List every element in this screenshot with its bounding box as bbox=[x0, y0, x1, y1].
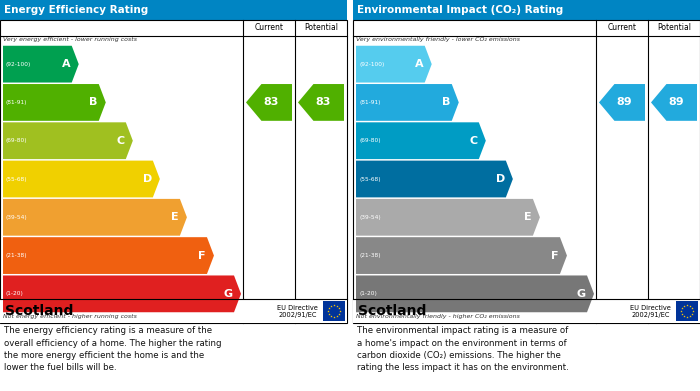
Text: Very environmentally friendly - lower CO₂ emissions: Very environmentally friendly - lower CO… bbox=[356, 37, 520, 42]
Text: 83: 83 bbox=[316, 97, 331, 108]
Text: (39-54): (39-54) bbox=[359, 215, 381, 220]
Polygon shape bbox=[356, 237, 567, 274]
Text: (55-68): (55-68) bbox=[6, 176, 27, 181]
Text: The environmental impact rating is a measure of
a home's impact on the environme: The environmental impact rating is a mea… bbox=[357, 326, 568, 373]
Text: Current: Current bbox=[608, 23, 636, 32]
Text: D: D bbox=[496, 174, 505, 184]
Text: C: C bbox=[470, 136, 478, 146]
Bar bbox=[353, 299, 700, 323]
Text: (21-38): (21-38) bbox=[6, 253, 27, 258]
Text: Potential: Potential bbox=[657, 23, 691, 32]
Bar bbox=[676, 301, 698, 321]
Text: Energy Efficiency Rating: Energy Efficiency Rating bbox=[4, 5, 148, 15]
Text: 89: 89 bbox=[617, 97, 632, 108]
Text: C: C bbox=[117, 136, 125, 146]
Text: Not environmentally friendly - higher CO₂ emissions: Not environmentally friendly - higher CO… bbox=[356, 314, 520, 319]
Text: EU Directive
2002/91/EC: EU Directive 2002/91/EC bbox=[630, 305, 671, 317]
Text: A: A bbox=[415, 59, 424, 69]
Polygon shape bbox=[3, 161, 160, 197]
Bar bbox=[0, 299, 347, 323]
Polygon shape bbox=[246, 84, 292, 121]
Text: Not energy efficient - higher running costs: Not energy efficient - higher running co… bbox=[3, 314, 137, 319]
Polygon shape bbox=[3, 46, 78, 83]
Text: 89: 89 bbox=[668, 97, 684, 108]
Text: (92-100): (92-100) bbox=[6, 62, 32, 66]
Text: (1-20): (1-20) bbox=[6, 291, 24, 296]
Text: (69-80): (69-80) bbox=[359, 138, 381, 143]
Polygon shape bbox=[356, 46, 432, 83]
Bar bbox=[323, 301, 345, 321]
Text: 83: 83 bbox=[264, 97, 279, 108]
Polygon shape bbox=[356, 199, 540, 236]
Polygon shape bbox=[356, 161, 513, 197]
Polygon shape bbox=[3, 276, 241, 312]
Text: (81-91): (81-91) bbox=[359, 100, 381, 105]
Polygon shape bbox=[298, 84, 344, 121]
Text: (21-38): (21-38) bbox=[359, 253, 381, 258]
Text: Environmental Impact (CO₂) Rating: Environmental Impact (CO₂) Rating bbox=[357, 5, 564, 15]
Text: Very energy efficient - lower running costs: Very energy efficient - lower running co… bbox=[3, 37, 137, 42]
Bar bbox=[0, 0, 347, 20]
Text: Current: Current bbox=[255, 23, 284, 32]
Polygon shape bbox=[599, 84, 645, 121]
Text: Scotland: Scotland bbox=[358, 304, 426, 318]
Polygon shape bbox=[3, 84, 106, 121]
Polygon shape bbox=[3, 237, 214, 274]
Text: F: F bbox=[552, 251, 559, 260]
Text: Potential: Potential bbox=[304, 23, 338, 32]
Text: B: B bbox=[442, 97, 451, 108]
Text: (1-20): (1-20) bbox=[359, 291, 377, 296]
Text: The energy efficiency rating is a measure of the
overall efficiency of a home. T: The energy efficiency rating is a measur… bbox=[4, 326, 221, 373]
Text: A: A bbox=[62, 59, 71, 69]
Bar bbox=[0, 20, 347, 323]
Text: (55-68): (55-68) bbox=[359, 176, 381, 181]
Text: Scotland: Scotland bbox=[5, 304, 74, 318]
Polygon shape bbox=[356, 276, 594, 312]
Text: G: G bbox=[577, 289, 586, 299]
Text: (92-100): (92-100) bbox=[359, 62, 384, 66]
Text: D: D bbox=[143, 174, 152, 184]
Text: E: E bbox=[524, 212, 532, 222]
Polygon shape bbox=[3, 122, 133, 159]
Polygon shape bbox=[356, 122, 486, 159]
Text: G: G bbox=[224, 289, 233, 299]
Polygon shape bbox=[651, 84, 697, 121]
Text: EU Directive
2002/91/EC: EU Directive 2002/91/EC bbox=[277, 305, 318, 317]
Text: (39-54): (39-54) bbox=[6, 215, 28, 220]
Text: E: E bbox=[172, 212, 179, 222]
Polygon shape bbox=[356, 84, 458, 121]
Bar bbox=[353, 20, 700, 323]
Polygon shape bbox=[3, 199, 187, 236]
Text: (81-91): (81-91) bbox=[6, 100, 27, 105]
Bar bbox=[353, 0, 700, 20]
Text: F: F bbox=[199, 251, 206, 260]
Text: (69-80): (69-80) bbox=[6, 138, 27, 143]
Text: B: B bbox=[90, 97, 98, 108]
